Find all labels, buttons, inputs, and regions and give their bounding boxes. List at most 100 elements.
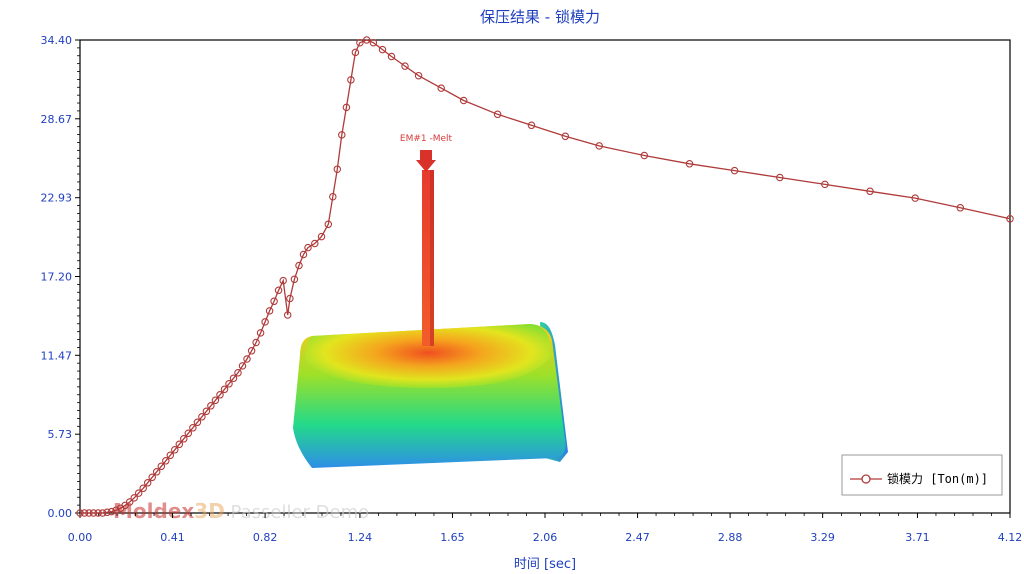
x-tick-label: 0.00 xyxy=(68,531,93,544)
data-point xyxy=(333,165,342,173)
data-point xyxy=(351,48,360,57)
y-tick-label: 17.20 xyxy=(41,271,73,284)
data-point xyxy=(261,318,269,326)
data-point xyxy=(911,194,919,202)
svg-text:Moldex3D Passeller Demo: Moldex3D Passeller Demo xyxy=(113,499,369,523)
data-point xyxy=(225,380,233,388)
watermark-rest: Passeller Demo xyxy=(225,502,369,523)
data-point xyxy=(640,151,649,160)
legend-marker-icon xyxy=(861,474,871,484)
x-tick-label: 0.41 xyxy=(160,531,185,544)
data-point xyxy=(866,187,874,196)
legend[interactable]: 锁模力 [Ton(m)] xyxy=(841,454,1003,496)
data-point xyxy=(171,446,179,454)
data-point xyxy=(157,462,166,471)
data-point xyxy=(107,507,116,516)
data-point xyxy=(299,250,308,259)
data-point xyxy=(238,362,247,370)
data-point xyxy=(342,103,351,112)
x-tick-label: 3.29 xyxy=(810,531,835,544)
part-model-top xyxy=(305,324,552,388)
data-point xyxy=(338,131,346,139)
data-point xyxy=(234,369,242,377)
data-point xyxy=(152,468,161,476)
data-point xyxy=(216,391,224,399)
x-tick-label: 1.65 xyxy=(440,531,465,544)
data-point xyxy=(134,489,143,497)
y-tick-label: 5.73 xyxy=(48,428,73,441)
data-point xyxy=(493,110,502,119)
data-point xyxy=(527,121,536,130)
data-point xyxy=(94,509,102,517)
data-point xyxy=(103,508,111,517)
gate-label: EM#1 -Melt xyxy=(400,134,453,144)
data-point xyxy=(98,509,107,517)
gate-arrow-icon xyxy=(416,150,436,172)
gate-runner-shade xyxy=(430,170,434,346)
data-point xyxy=(130,494,138,502)
data-point xyxy=(143,479,152,487)
data-point xyxy=(437,84,445,92)
data-point xyxy=(414,71,423,80)
data-point xyxy=(304,243,312,252)
data-point xyxy=(459,96,468,105)
data-point xyxy=(270,297,278,306)
y-tick-label: 11.47 xyxy=(41,349,73,362)
y-tick-label: 0.00 xyxy=(48,507,73,520)
legend-box xyxy=(841,454,1003,496)
data-point xyxy=(184,429,193,438)
data-point xyxy=(378,45,387,54)
data-point xyxy=(189,424,197,432)
data-point xyxy=(595,142,603,150)
data-point xyxy=(685,160,694,168)
data-point xyxy=(295,261,303,270)
data-point xyxy=(347,76,355,84)
data-point xyxy=(776,173,784,182)
data-point xyxy=(317,232,326,241)
y-tick-label: 22.93 xyxy=(41,192,73,205)
chart-title: 保压结果 - 锁模力 xyxy=(480,8,600,26)
data-point xyxy=(369,38,378,47)
series-line-clamping-force xyxy=(80,39,1011,514)
data-point xyxy=(290,275,299,284)
data-point xyxy=(125,498,134,506)
watermark-brand-3d: 3D xyxy=(194,499,225,523)
data-point xyxy=(561,132,570,141)
data-point xyxy=(286,294,294,303)
data-point xyxy=(730,166,739,175)
data-point xyxy=(89,509,98,517)
data-point xyxy=(362,36,371,44)
data-point xyxy=(148,473,156,482)
data-point xyxy=(252,338,260,347)
data-point xyxy=(139,484,147,493)
data-point xyxy=(85,509,93,517)
data-point xyxy=(329,192,337,201)
data-point xyxy=(211,396,220,405)
data-point xyxy=(243,355,251,363)
y-tick-label: 28.67 xyxy=(41,113,73,126)
x-tick-label: 2.06 xyxy=(533,531,558,544)
axes: 34.40 28.67 22.93 17.20 11.47 5.73 0.00 0.00 0.4… xyxy=(41,34,1023,544)
x-tick-label: 3.71 xyxy=(905,531,930,544)
data-point xyxy=(180,435,188,443)
data-point xyxy=(401,62,409,70)
data-point xyxy=(821,180,829,189)
data-series xyxy=(76,36,1014,517)
data-point xyxy=(198,413,206,421)
x-axis-label: 时间 [sec] xyxy=(514,557,576,572)
x-tick-label: 2.47 xyxy=(625,531,650,544)
x-tick-label: 0.82 xyxy=(253,531,278,544)
data-point xyxy=(112,506,120,515)
data-point xyxy=(207,402,215,410)
series-markers-clamping-force xyxy=(76,36,1014,517)
x-tick-label: 2.88 xyxy=(718,531,743,544)
data-point xyxy=(193,418,202,427)
part-model-image: EM#1 -Melt xyxy=(293,134,568,468)
data-point xyxy=(220,385,229,394)
data-point xyxy=(175,440,184,449)
data-point xyxy=(1006,215,1014,223)
data-point xyxy=(229,374,238,383)
data-point xyxy=(324,220,333,229)
data-point xyxy=(247,347,256,355)
